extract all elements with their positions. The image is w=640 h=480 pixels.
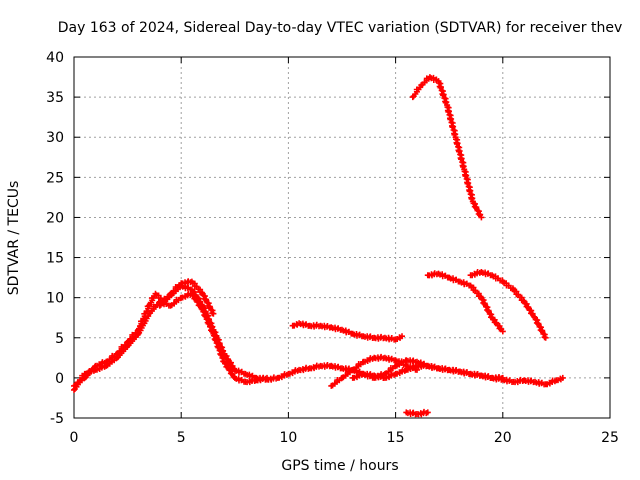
data-point-trail [200,308,216,335]
data-point [210,310,217,317]
y-tick-label: 0 [55,371,64,387]
data-point-trail [410,84,424,100]
chart-title: Day 163 of 2024, Sidereal Day-to-day VTE… [58,20,622,36]
grid [74,57,610,418]
data-series [71,74,566,418]
data-point-trail [83,367,97,377]
y-tick-label: 40 [46,50,64,66]
data-point-trail [404,363,419,373]
data-point [478,214,485,221]
data-point-trail [470,200,484,219]
y-tick-label: 15 [46,251,64,267]
data-point-trail [383,371,398,381]
series-sat-g [349,362,566,388]
data-point-trail [362,355,376,365]
y-tick-label: -5 [50,411,64,427]
x-tick-label: 5 [177,430,186,446]
x-tick-label: 20 [494,430,512,446]
data-point [424,409,431,416]
data-point-trail [469,269,483,279]
series-sat-k [467,269,549,341]
data-point [559,374,566,381]
data-point-trail [394,334,404,342]
data-point-trail [436,80,450,106]
y-tick-label: 20 [46,210,64,226]
data-point-trail [254,374,269,384]
data-point-trail [522,300,538,320]
data-point-trail [394,367,408,377]
y-tick-label: 10 [46,291,64,307]
data-point-trail [453,136,467,170]
data-point [399,333,405,340]
data-point-trail [189,292,205,312]
axis-ticks: 0 5 10 15 20 25 -5 0 5 10 15 20 25 30 35 40 [46,50,619,446]
data-point-trail [490,316,505,333]
data-point [71,386,77,393]
data-point-trail [532,316,548,341]
y-tick-label: 5 [55,331,64,347]
data-point-trail [222,360,237,380]
series-sat-b [71,290,270,393]
data-point [542,334,549,341]
data-point-trail [351,371,365,381]
data-point-trail [479,296,495,321]
y-tick-label: 25 [46,170,64,186]
series-sat-j [424,270,506,335]
series-sat-h [403,408,431,418]
y-axis-label: SDTVAR / TECUs [6,181,22,296]
data-point-trail [544,377,558,388]
data-point-trail [71,372,87,392]
x-tick-label: 15 [387,430,405,446]
data-point-trail [428,74,440,83]
plot-frame [73,56,611,419]
series-sat-d [289,320,405,343]
data-point-trail [444,104,459,138]
data-point [409,94,416,101]
data-point-trail [200,292,216,317]
data-point-trail [291,321,301,329]
data-point-trail [210,332,227,365]
series-sat-i [409,74,485,221]
x-tick-label: 0 [70,430,79,446]
data-point [499,328,506,335]
data-point-trail [276,371,290,381]
x-tick-label: 10 [279,430,297,446]
data-point-trail [94,363,108,373]
data-point-trail [286,367,301,377]
data-point [264,374,270,381]
data-point-trail [461,168,476,202]
y-tick-label: 35 [46,90,64,106]
data-point-trail [168,282,183,296]
x-tick-label: 25 [601,430,619,446]
y-tick-label: 30 [46,130,64,146]
series-sat-c [156,278,217,317]
x-axis-label: GPS time / hours [281,458,398,474]
